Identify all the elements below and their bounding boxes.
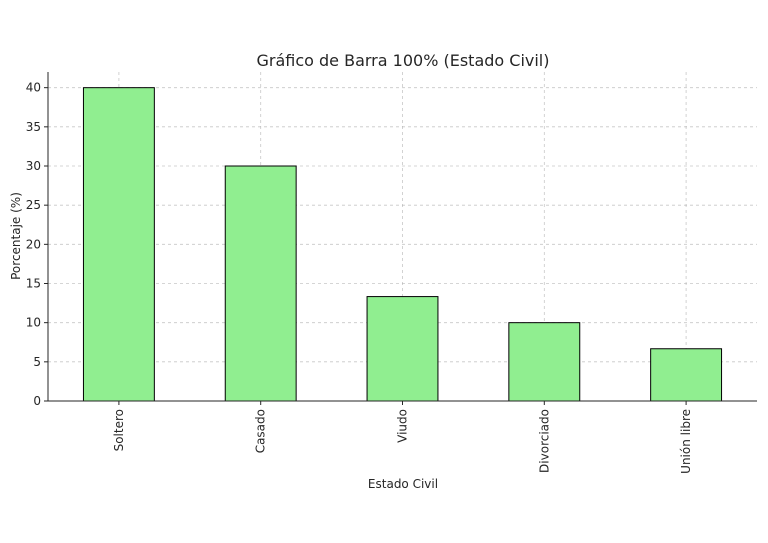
y-tick-label: 15 — [26, 277, 41, 291]
y-axis: 0 5 10 15 20 25 30 35 40 — [26, 81, 48, 408]
chart-title: Gráfico de Barra 100% (Estado Civil) — [256, 51, 549, 70]
bar-unión-libre — [650, 348, 723, 402]
bar-viudo — [366, 296, 439, 402]
y-tick-label: 5 — [33, 355, 41, 369]
x-tick-label: Divorciado — [537, 409, 551, 473]
x-axis-label: Estado Civil — [368, 477, 438, 491]
y-axis-label: Porcentaje (%) — [9, 192, 23, 280]
x-axis: Soltero Casado Viudo Divorciado Unión libre — [112, 401, 693, 474]
x-tick-label: Soltero — [112, 409, 126, 451]
bar-divorciado — [508, 322, 581, 402]
x-tick-label: Casado — [254, 409, 268, 453]
y-tick-label: 35 — [26, 120, 41, 134]
x-tick-label: Unión libre — [679, 409, 693, 474]
y-tick-label: 25 — [26, 198, 41, 212]
y-tick-label: 30 — [26, 159, 41, 173]
y-tick-label: 20 — [26, 237, 41, 251]
bars — [82, 87, 723, 402]
y-tick-label: 10 — [26, 316, 41, 330]
bar-soltero — [82, 87, 155, 402]
y-tick-label: 40 — [26, 81, 41, 95]
x-tick-label: Viudo — [396, 409, 410, 443]
y-tick-label: 0 — [33, 394, 41, 408]
bar-casado — [224, 165, 297, 402]
